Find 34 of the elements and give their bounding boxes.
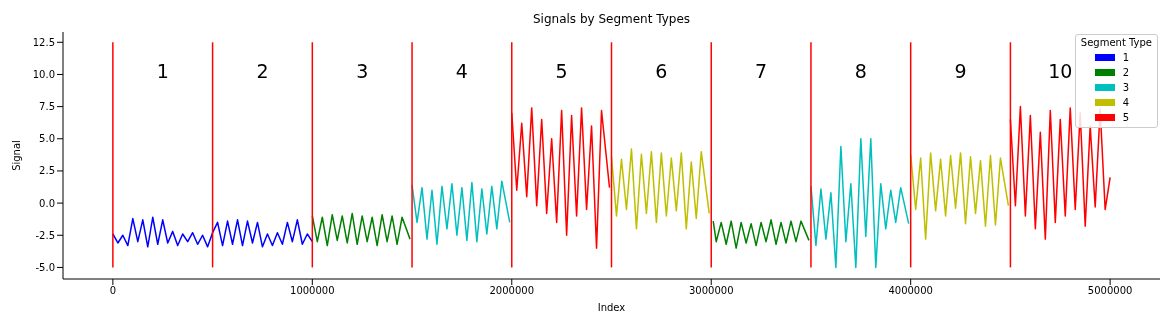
y-tick-label: 5.0 bbox=[39, 133, 55, 145]
annotation: 3 bbox=[356, 60, 369, 83]
annotation: 5 bbox=[555, 60, 568, 83]
chart-title: Signals by Segment Types bbox=[531, 12, 692, 26]
x-tick-label: 5000000 bbox=[1087, 285, 1133, 297]
y-tick-label: -5.0 bbox=[35, 261, 55, 273]
annotation: 10 bbox=[1048, 60, 1073, 83]
annotation: 7 bbox=[755, 60, 768, 83]
annotation: 1 bbox=[156, 60, 169, 83]
annotation: 4 bbox=[455, 60, 468, 83]
x-tick-label: 1000000 bbox=[290, 285, 335, 297]
legend-label: 2 bbox=[1122, 67, 1130, 78]
x-axis-title: Index bbox=[597, 302, 626, 313]
x-tick-label: 2000000 bbox=[489, 285, 535, 297]
y-tick-label: -2.5 bbox=[35, 229, 55, 241]
legend-label: 3 bbox=[1122, 82, 1130, 93]
x-tick-label: 3000000 bbox=[688, 285, 734, 297]
legend-label: 5 bbox=[1122, 112, 1130, 123]
y-tick-label: 2.5 bbox=[39, 165, 55, 177]
x-tick-label: 0 bbox=[109, 285, 117, 297]
y-axis-title: Signal bbox=[10, 140, 22, 171]
y-tick-label: 7.5 bbox=[39, 101, 55, 113]
legend-label: 4 bbox=[1122, 97, 1130, 108]
annotation: 2 bbox=[256, 60, 269, 83]
y-tick-label: 12.5 bbox=[32, 36, 55, 48]
x-tick-label: 4000000 bbox=[888, 285, 933, 297]
line-series bbox=[112, 216, 314, 248]
y-tick-label: 0.0 bbox=[39, 197, 55, 209]
legend-label: 1 bbox=[1122, 52, 1130, 63]
annotation: 6 bbox=[655, 60, 668, 83]
annotation: 9 bbox=[954, 60, 967, 83]
annotation: 8 bbox=[854, 60, 867, 83]
y-tick-label: 10.0 bbox=[32, 69, 55, 80]
legend-title: Segment Type bbox=[1080, 37, 1152, 48]
